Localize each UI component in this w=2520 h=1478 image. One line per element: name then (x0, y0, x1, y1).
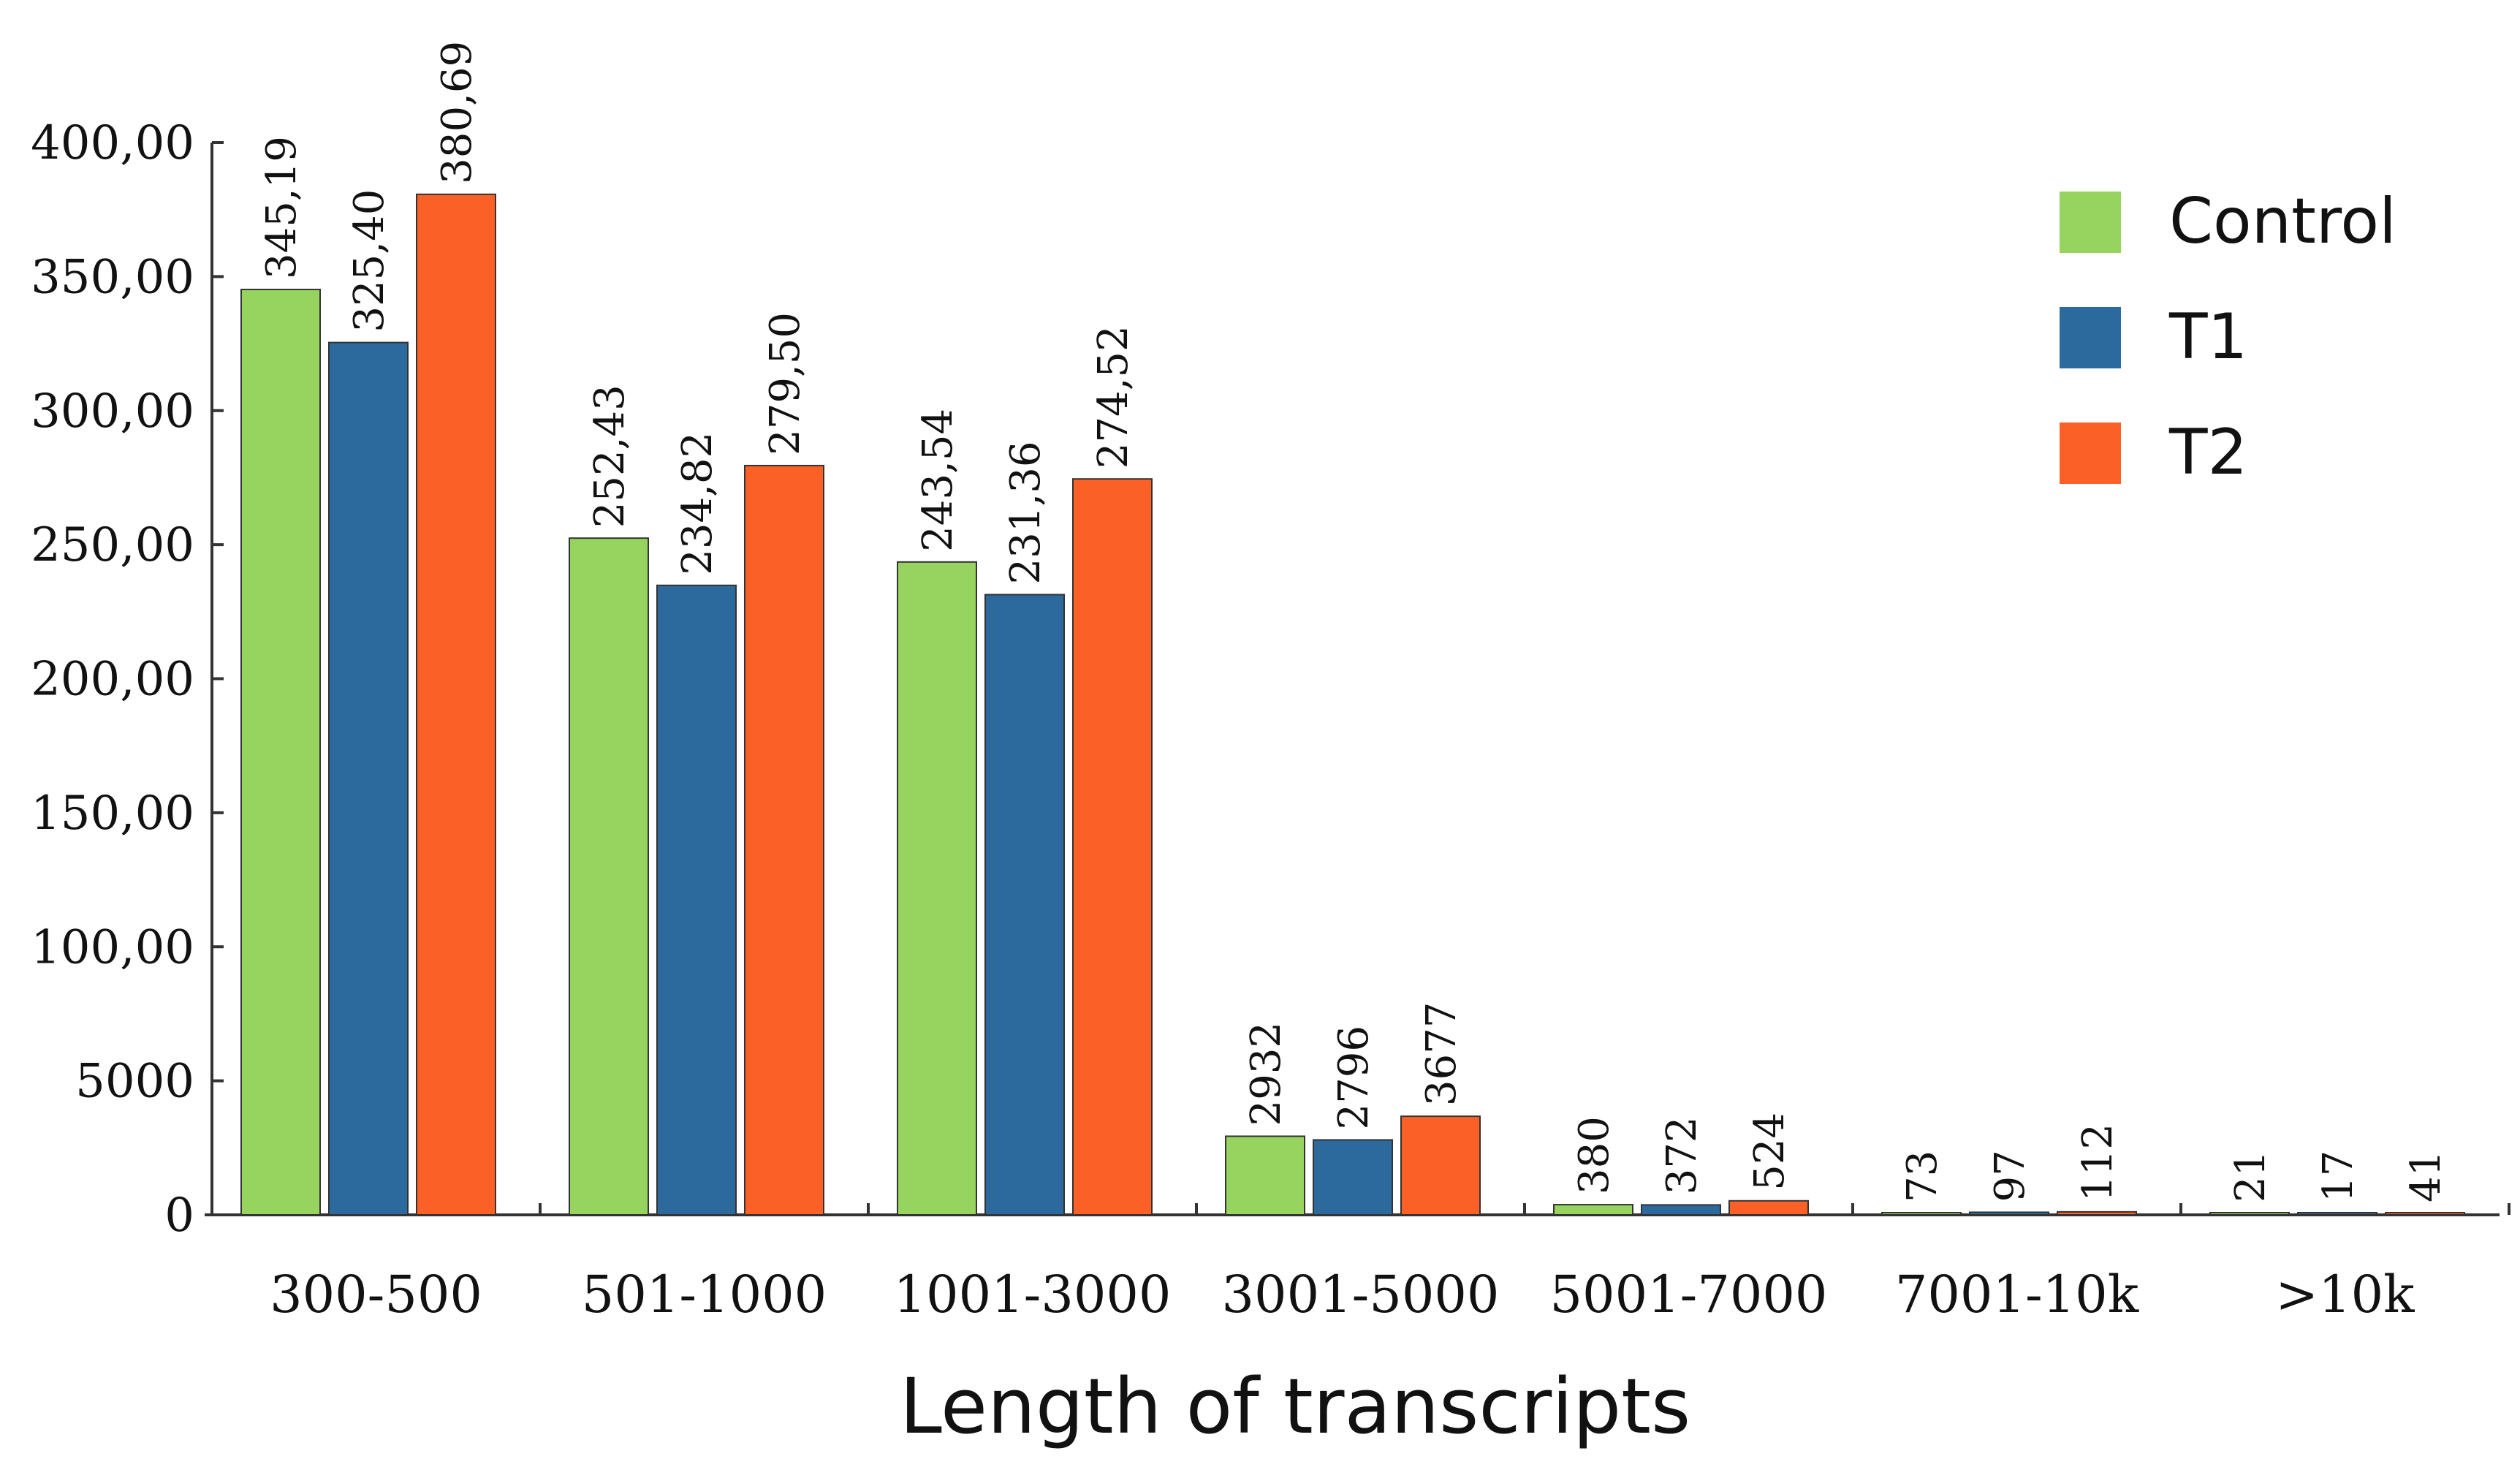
bar-control-3 (1225, 1135, 1305, 1216)
y-tick-label: 100,00 (31, 920, 194, 974)
data-label-control-2: 243,54 (914, 409, 962, 552)
legend: Control T1 T2 (2060, 185, 2396, 489)
legend-label-t1: T1 (2168, 300, 2247, 374)
bar-control-0 (240, 289, 321, 1216)
legend-swatch-t1 (2060, 307, 2121, 368)
bar-t1-2 (984, 594, 1065, 1216)
data-label-t2-4: 524 (1746, 1113, 1794, 1191)
y-tick-label: 350,00 (31, 250, 194, 304)
x-axis-title: Length of transcripts (900, 1362, 1690, 1451)
y-tick-label: 300,00 (31, 384, 194, 439)
bar-t1-4 (1641, 1204, 1721, 1216)
bar-control-1 (569, 537, 649, 1216)
data-label-t2-2: 274,52 (1090, 325, 1137, 469)
y-tick-label: 150,00 (31, 787, 194, 841)
bar-control-2 (897, 561, 977, 1216)
bar-control-4 (1553, 1204, 1633, 1216)
y-axis: 0 5000 100,00 150,00 200,00 250,00 300,00 350,0… (31, 116, 224, 1243)
y-tick-label: 5000 (75, 1055, 194, 1109)
data-label-control-1: 252,43 (586, 384, 634, 528)
data-label-t1-2: 231,36 (1002, 441, 1050, 585)
legend-label-t2: T2 (2168, 416, 2247, 489)
legend-label-control: Control (2169, 185, 2396, 258)
bar-t2-2 (1072, 478, 1153, 1216)
bar-t2-1 (744, 464, 824, 1216)
bar-t2-5 (2057, 1210, 2137, 1216)
data-label-t2-1: 279,50 (762, 312, 809, 455)
data-label-control-5: 73 (1899, 1151, 1946, 1202)
bar-series-group (240, 193, 2465, 1216)
x-category-label: 1001-3000 (894, 1265, 1172, 1324)
bar-control-5 (1881, 1212, 1962, 1216)
data-label-t2-5: 112 (2074, 1123, 2122, 1202)
bar-t1-3 (1313, 1139, 1393, 1216)
x-category-label: 5001-7000 (1550, 1265, 1828, 1324)
y-tick-label: 250,00 (31, 518, 194, 572)
data-label-t2-6: 41 (2402, 1151, 2450, 1202)
y-tick-label: 200,00 (31, 653, 194, 707)
y-tick-label: 400,00 (31, 116, 194, 170)
bar-t1-5 (1969, 1211, 2049, 1216)
x-category-label: 300-500 (270, 1265, 482, 1324)
data-label-t2-0: 380,69 (433, 41, 481, 184)
bar-t1-1 (656, 584, 737, 1216)
bar-t1-0 (328, 341, 409, 1216)
data-label-t1-1: 234,82 (674, 432, 721, 575)
x-category-label: 501-1000 (582, 1265, 827, 1324)
bar-t2-3 (1400, 1115, 1481, 1216)
bar-t2-4 (1728, 1200, 1809, 1216)
data-label-control-3: 2932 (1242, 1022, 1290, 1126)
legend-swatch-t2 (2060, 422, 2121, 484)
data-label-t1-0: 325,40 (346, 189, 393, 333)
data-label-t2-3: 3677 (1418, 1002, 1465, 1107)
data-label-t1-5: 97 (1986, 1150, 2034, 1202)
bar-t1-6 (2297, 1212, 2377, 1216)
data-label-t1-4: 372 (1658, 1116, 1706, 1194)
x-category-label: >10k (2275, 1265, 2415, 1324)
x-category-label: 7001-10k (1895, 1265, 2139, 1324)
data-labels-group: 345,19 325,40 380,69 252,43 234,82 279,50 243,… (258, 41, 2450, 1202)
data-label-t1-3: 2796 (1330, 1026, 1378, 1130)
bar-t2-6 (2385, 1212, 2465, 1216)
y-tick-label: 0 (164, 1189, 194, 1243)
x-axis: 300-500 501-1000 1001-3000 3001-5000 5001-70… (205, 1203, 2510, 1324)
x-category-label: 3001-5000 (1222, 1265, 1500, 1324)
data-label-control-4: 380 (1571, 1116, 1618, 1194)
bar-t2-0 (416, 193, 496, 1216)
bar-control-6 (2209, 1212, 2290, 1216)
data-label-control-6: 21 (2227, 1151, 2274, 1202)
data-label-control-0: 345,19 (258, 136, 305, 279)
legend-swatch-control (2060, 192, 2121, 253)
data-label-t1-6: 17 (2315, 1151, 2362, 1202)
